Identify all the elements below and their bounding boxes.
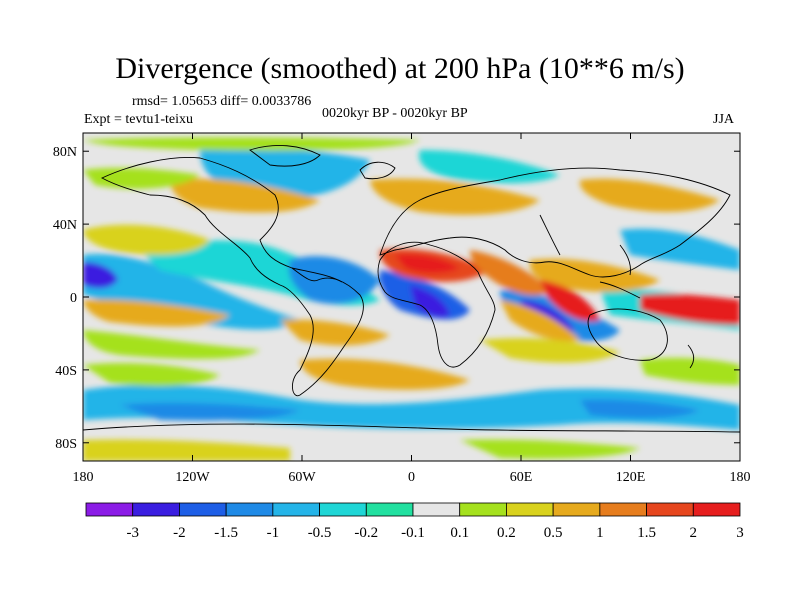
colorbar-swatch xyxy=(132,502,180,517)
colorbar-label: 1.5 xyxy=(637,525,656,541)
colorbar-label: -0.1 xyxy=(401,525,425,541)
colorbar-label: 0.2 xyxy=(497,525,516,541)
latitude-axis: 80N 40N 0 40S 80S xyxy=(53,145,740,452)
lon-label: 180 xyxy=(730,470,751,485)
colorbar-label: 0.1 xyxy=(450,525,469,541)
colorbar-label: 3 xyxy=(736,525,744,541)
colorbar-swatch xyxy=(179,502,227,517)
colorbar-swatch xyxy=(319,502,367,517)
period-label: 0020kyr BP - 0020kyr BP xyxy=(322,106,468,121)
colorbar-swatch xyxy=(552,502,601,517)
lon-label: 60W xyxy=(288,470,316,485)
lat-label: 40N xyxy=(53,218,77,233)
divergence-field xyxy=(83,137,740,461)
colorbar-swatch xyxy=(692,502,741,517)
colorbar-swatch xyxy=(506,502,554,517)
divergence-map xyxy=(82,132,741,462)
colorbar-swatch xyxy=(599,502,647,517)
lat-label: 80N xyxy=(53,145,77,160)
lat-label: 40S xyxy=(55,364,77,379)
lon-label: 60E xyxy=(510,470,533,485)
colorbar-swatch xyxy=(459,502,507,517)
colorbar-swatch xyxy=(225,502,274,517)
coastlines xyxy=(83,145,740,433)
lon-label: 120E xyxy=(616,470,646,485)
colorbar-label: -0.5 xyxy=(308,525,332,541)
lon-label: 0 xyxy=(408,470,415,485)
lon-label: 180 xyxy=(73,470,94,485)
longitude-axis: 180 120W 60W 0 60E 120E 180 xyxy=(73,133,751,485)
colorbar-swatch xyxy=(85,502,134,517)
colorbar-label: -1 xyxy=(267,525,280,541)
lon-label: 120W xyxy=(175,470,210,485)
colorbar-label: -0.2 xyxy=(354,525,378,541)
experiment-label: Expt = tevtu1-teixu xyxy=(84,112,193,127)
colorbar-swatch xyxy=(365,502,414,517)
colorbar-label: 0.5 xyxy=(544,525,563,541)
lat-label: 80S xyxy=(55,437,77,452)
colorbar-label: -2 xyxy=(173,525,186,541)
colorbar-label: 2 xyxy=(690,525,698,541)
colorbar-swatch xyxy=(272,502,320,517)
colorbar-swatch xyxy=(412,502,461,517)
colorbar-swatch xyxy=(646,502,694,517)
stats-text: rmsd= 1.05653 diff= 0.0033786 xyxy=(132,94,312,109)
colorbar: -3 -2 -1.5 -1 -0.5 -0.2 -0.1 0.1 0.2 0.5 1 1.5 2 3 xyxy=(85,502,744,541)
season-label: JJA xyxy=(713,112,735,127)
colorbar-label: -1.5 xyxy=(214,525,238,541)
colorbar-label: -3 xyxy=(126,525,139,541)
colorbar-label: 1 xyxy=(596,525,604,541)
lat-label: 0 xyxy=(70,291,77,306)
plot-title: Divergence (smoothed) at 200 hPa (10**6 … xyxy=(115,52,685,85)
